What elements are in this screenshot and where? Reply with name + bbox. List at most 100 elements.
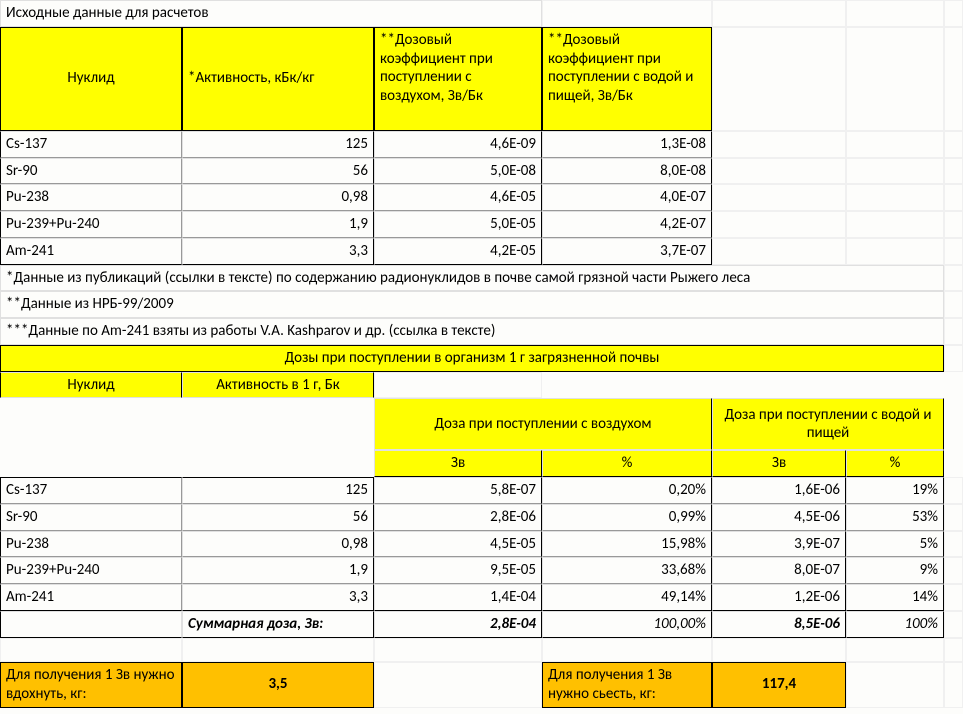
t1-coef-food: 4,0E-07 [542,184,712,211]
t1-activity: 0,98 [182,184,374,211]
col-header-nuclide: Нуклид [0,372,182,399]
t1-coef-food: 4,2E-07 [542,211,712,238]
col-header-coef-food: **Дозовый коэффициент при поступлении с … [542,27,712,131]
empty-cell [712,184,846,211]
empty-cell [944,531,963,558]
footnote-3: ***Данные по Am-241 взяты из работы V.A.… [0,318,944,345]
summary-inhale-value: 3,5 [182,662,374,708]
t2-air-sv: 9,5E-05 [374,557,542,584]
t2-activity: 0,98 [182,531,374,558]
t2-air-sv: 1,4E-04 [374,584,542,611]
t1-coef-air: 4,2E-05 [374,238,542,265]
empty-cell [846,638,944,662]
empty-cell [846,211,944,238]
t2-air-pct: 49,14% [542,584,712,611]
empty-cell [0,611,182,638]
t1-nuclide: Sr-90 [0,158,182,185]
summary-inhale-label: Для получения 1 Зв нужно вдохнуть, кг: [0,662,182,708]
t1-coef-air: 4,6E-09 [374,131,542,158]
empty-cell [542,0,712,27]
empty-cell [712,238,846,265]
empty-cell [944,557,963,584]
empty-cell [712,131,846,158]
empty-cell [944,265,963,292]
empty-cell [944,291,963,318]
t2-nuclide: Sr-90 [0,504,182,531]
t1-coef-air: 5,0E-05 [374,211,542,238]
col-subheader-pct-food: % [846,450,944,477]
t2-air-sv: 4,5E-05 [374,531,542,558]
t1-nuclide: Pu-238 [0,184,182,211]
t2-food-pct: 14% [846,584,944,611]
section-title: Исходные данные для расчетов [0,0,542,27]
t1-coef-air: 5,0E-08 [374,158,542,185]
col-header-coef-air: **Дозовый коэффициент при поступлении с … [374,27,542,131]
empty-cell [846,184,944,211]
summary-eat-value: 117,4 [712,662,846,708]
empty-cell [944,131,963,158]
t2-activity: 125 [182,477,374,504]
empty-cell [846,238,944,265]
t2-air-sv: 5,8E-07 [374,477,542,504]
empty-cell [712,211,846,238]
empty-cell [712,158,846,185]
t1-nuclide: Pu-239+Pu-240 [0,211,182,238]
t1-nuclide: Cs-137 [0,131,182,158]
empty-cell [374,662,542,708]
empty-cell [944,611,963,638]
summary-eat-label: Для получения 1 Зв нужно сьесть, кг: [542,662,712,708]
table-1-header: Нуклид *Активность, кБк/кг **Дозовый коэ… [0,27,963,131]
empty-cell [944,584,963,611]
col-subheader-sv-air: Зв [374,450,542,477]
t2-nuclide: Pu-239+Pu-240 [0,557,182,584]
col-header-dose-air: Доза при поступлении с воздухом [374,398,712,450]
footnote-2: **Данные из НРБ-99/2009 [0,291,944,318]
empty-cell [944,638,963,662]
sum-air-sv: 2,8E-04 [374,611,542,638]
empty-cell [944,238,963,265]
table-1-body: Cs-137 125 4,6E-09 1,3E-08 Sr-90 56 5,0E… [0,131,963,265]
empty-cell [712,638,846,662]
t2-food-sv: 3,9E-07 [712,531,846,558]
empty-cell [944,0,963,27]
table-2-title: Дозы при поступлении в организм 1 г загр… [0,345,944,372]
t2-food-pct: 53% [846,504,944,531]
t1-activity: 3,3 [182,238,374,265]
t2-air-pct: 15,98% [542,531,712,558]
empty-cell [0,638,182,662]
t1-nuclide: Am-241 [0,238,182,265]
t2-nuclide: Cs-137 [0,477,182,504]
empty-cell [374,638,542,662]
t1-coef-food: 3,7E-07 [542,238,712,265]
empty-cell [846,0,944,27]
empty-cell [944,318,963,345]
footnote-1: *Данные из публикаций (ссылки в тексте) … [0,265,944,292]
t2-air-sv: 2,8E-06 [374,504,542,531]
empty-cell [944,211,963,238]
t2-activity: 56 [182,504,374,531]
t2-air-pct: 33,68% [542,557,712,584]
t2-food-sv: 1,2E-06 [712,584,846,611]
t2-food-sv: 1,6E-06 [712,477,846,504]
t2-air-pct: 0,20% [542,477,712,504]
t2-food-sv: 8,0E-07 [712,557,846,584]
t1-coef-food: 1,3E-08 [542,131,712,158]
t1-coef-air: 4,6E-05 [374,184,542,211]
t2-activity: 1,9 [182,557,374,584]
empty-cell [846,158,944,185]
empty-cell [542,638,712,662]
t2-activity: 3,3 [182,584,374,611]
empty-cell [846,131,944,158]
t2-food-pct: 9% [846,557,944,584]
t1-activity: 125 [182,131,374,158]
empty-cell [944,27,963,131]
t1-activity: 56 [182,158,374,185]
empty-cell [944,184,963,211]
empty-cell [712,0,846,27]
spreadsheet: Исходные данные для расчетов Нуклид *Акт… [0,0,963,708]
table-2-body: Cs-137 125 5,8E-07 0,20% 1,6E-06 19% Sr-… [0,477,963,638]
empty-cell [944,345,963,372]
summary-row: Для получения 1 Зв нужно вдохнуть, кг: 3… [0,662,963,708]
table-2-header: Нуклид Активность в 1 г, Бк Доза при пос… [0,372,963,478]
col-header-activity: *Активность, кБк/кг [182,27,374,131]
